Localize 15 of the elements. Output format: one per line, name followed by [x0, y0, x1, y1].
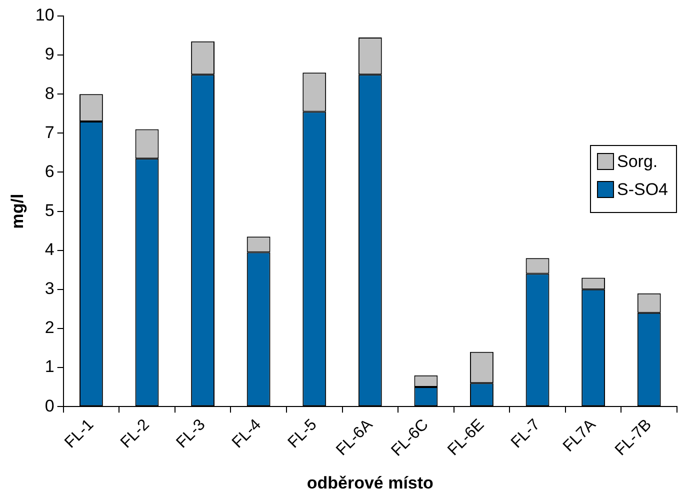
y-tick-label: 1	[44, 357, 54, 376]
y-tick-label: 10	[35, 6, 54, 25]
legend-label: Sorg.	[617, 152, 658, 172]
legend-label: S-SO4	[617, 180, 668, 200]
y-tick-label: 5	[44, 200, 54, 220]
y-tick-label: 3	[44, 279, 54, 298]
y-tick-label: 2	[44, 318, 54, 338]
y-axis-title: mg/l	[8, 194, 27, 229]
y-tick-label: 4	[44, 240, 54, 260]
x-axis-title: odběrové místo	[306, 473, 434, 492]
y-tick-label: 6	[44, 162, 54, 181]
y-tick-label: 0	[44, 396, 54, 416]
y-tick-label: 7	[44, 122, 54, 142]
y-tick-label: 9	[44, 44, 54, 64]
y-tick-label: 8	[44, 84, 54, 103]
